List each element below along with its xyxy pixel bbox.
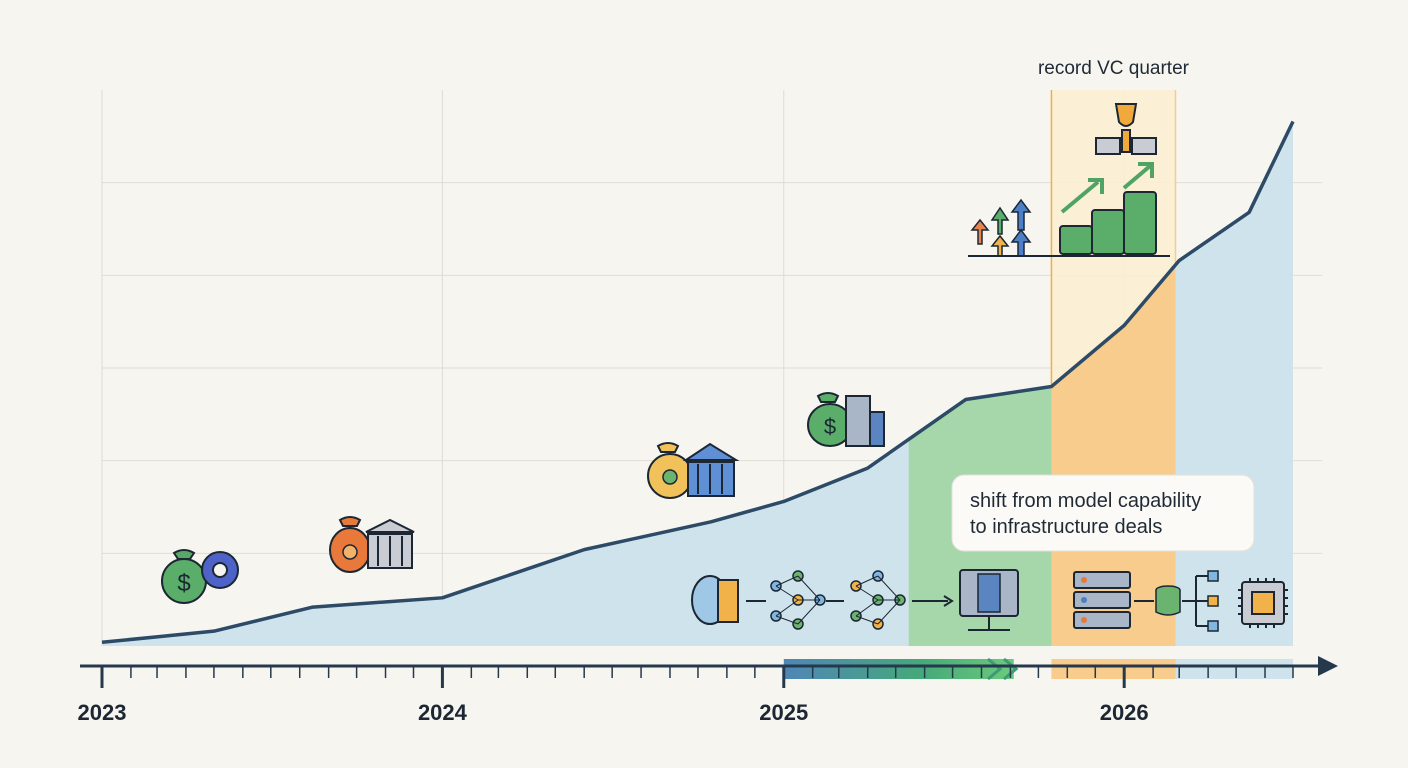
server-rack-icon [1073,571,1131,629]
money-bag-bank-icon [329,516,415,573]
x-tick-label: 2025 [759,700,808,725]
x-tick-label: 2023 [78,700,127,725]
callout-line-1: shift from model capability [970,490,1201,512]
chip-icon [1238,578,1288,628]
x-tick-label: 2026 [1100,700,1149,725]
money-bag-building-icon: $ [807,392,885,447]
trophy-icon [1095,103,1157,155]
series-line [101,120,1295,645]
record-vc-quarter-label: record VC quarter [1038,58,1190,79]
growth-arrows-icon [970,198,1032,257]
timeline-record-bar [1051,659,1176,679]
server-icon [959,569,1019,631]
svg-text:$: $ [177,570,190,597]
brain-icon [691,575,739,625]
timeline-late-bar [1175,659,1293,679]
line-layer [101,120,1295,645]
x-tick-label: 2024 [418,700,468,725]
callout-box [951,474,1255,552]
money-bag-gear-icon: $ [161,549,239,604]
axis-layer: 2023 2024 2025 2026 [78,656,1338,725]
database-icon [1155,585,1181,616]
timeline-gradient-bar [783,659,1014,679]
callout-line-2: to infrastructure deals [970,516,1162,538]
neural-network-icon [770,570,826,630]
connector-tree [1182,570,1219,632]
pipeline-arrowhead [943,595,954,607]
x-axis-arrow [1318,656,1338,676]
cash-stacks-icon [1059,162,1157,255]
shift-callout: shift from model capability to infrastru… [951,474,1255,552]
timeline-chevrons [987,657,1019,681]
money-bag-bank-icon [647,442,740,499]
svg-text:$: $ [824,414,836,439]
neural-network-icon [850,570,906,630]
